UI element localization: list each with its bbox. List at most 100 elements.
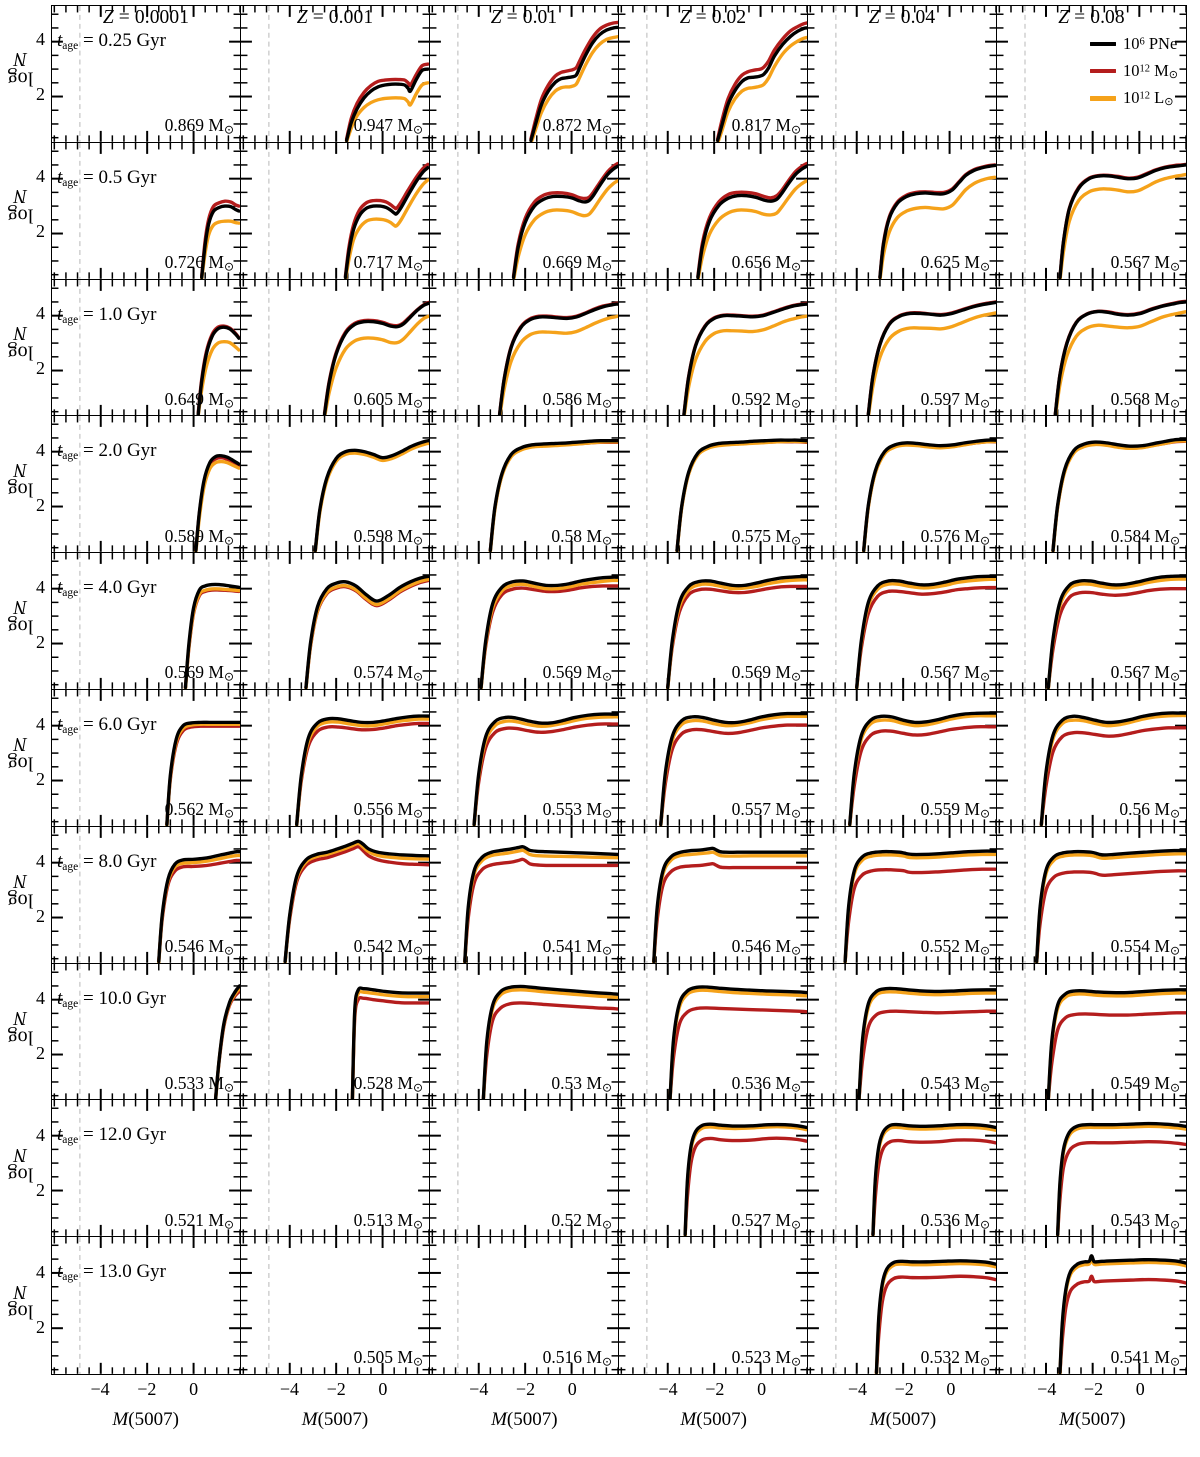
wavelength-text: (5007) [317, 1409, 369, 1430]
curve-1e12-lsun [1058, 1257, 1186, 1374]
curve-1e12-msun [344, 62, 429, 141]
y-axis-label-text: log N [7, 185, 33, 228]
panel-r6-c4: 0.552 M⊙ [808, 826, 997, 964]
curve-1e12-msun [848, 724, 996, 826]
curve-1e6-pne [855, 574, 996, 689]
panel-r9-c0: tage = 13.0 Gyr [52, 1237, 241, 1374]
m-symbol: M [869, 1409, 886, 1430]
log-text: log [7, 67, 33, 90]
x-tick-label-c2-2: 0 [567, 1379, 577, 1399]
m-symbol: M [112, 1409, 129, 1430]
curve-1e6-pne [194, 454, 240, 553]
tick-marks [997, 826, 1186, 963]
curve-1e12-lsun [682, 314, 807, 416]
panel-plot-r2-c0 [52, 279, 240, 416]
y-axis-label-1: log N [0, 185, 42, 226]
panel-r4-c2: 0.569 M⊙ [430, 553, 619, 690]
curve-1e6-pne [1034, 848, 1186, 963]
curve-1e12-lsun [716, 35, 807, 142]
curve-1e12-lsun [343, 178, 429, 279]
curve-1e12-lsun [498, 314, 618, 416]
tick-marks [619, 553, 807, 689]
curve-1e6-pne [652, 846, 807, 963]
panel-plot-r4-c1 [241, 553, 429, 689]
panel-plot-r8-c0 [52, 1100, 240, 1237]
panel-plot-r7-c4 [808, 963, 996, 1100]
panel-plot-r3-c4 [808, 416, 996, 553]
panel-plot-r9-c4 [808, 1237, 996, 1374]
panel-plot-r1-c4 [808, 142, 996, 279]
curve-1e12-msun [463, 857, 618, 963]
tick-marks [52, 826, 240, 963]
x-tick-label-c4-2: 0 [946, 1379, 956, 1399]
y-axis-label-8: log N [0, 1144, 42, 1185]
curve-1e6-pne [866, 300, 996, 416]
curve-1e6-pne [196, 325, 240, 416]
curve-1e12-msun [479, 584, 618, 689]
curve-1e6-pne [479, 575, 618, 689]
curve-1e12-msun [668, 1005, 807, 1100]
curve-1e12-msun [1046, 587, 1186, 689]
panel-r3-c3: 0.575 M⊙ [619, 416, 808, 554]
curve-1e12-lsun [1034, 851, 1186, 963]
panel-r8-c3: 0.527 M⊙ [619, 1100, 808, 1238]
curve-1e6-pne [848, 711, 996, 826]
panel-plot-r9-c5 [997, 1237, 1186, 1374]
curve-1e6-pne [497, 301, 618, 416]
panel-r7-c3: 0.536 M⊙ [619, 963, 808, 1101]
panel-r5-c0: tage = 6.0 Gyr 0.562 M⊙ [52, 690, 241, 827]
curve-1e6-pne [295, 714, 429, 826]
curve-1e12-lsun [1046, 990, 1186, 1100]
x-tick-label-c5-2: 0 [1135, 1379, 1145, 1399]
tick-marks [241, 553, 429, 689]
tick-marks [52, 6, 240, 142]
panel-plot-r8-c4 [808, 1100, 996, 1237]
tick-marks [619, 690, 807, 826]
y-axis-label-text: log N [7, 1281, 33, 1324]
panel-r7-c1: 0.528 M⊙ [241, 963, 430, 1101]
panel-plot-r5-c0 [52, 690, 240, 826]
panel-r6-c0: tage = 8.0 Gyr 0.546 M⊙ [52, 826, 241, 964]
panel-plot-r5-c3 [619, 690, 807, 826]
y-tick-label-r8-1: 2 [36, 1180, 45, 1201]
panel-plot-r7-c0 [52, 963, 240, 1100]
curve-1e6-pne [350, 985, 429, 1100]
curve-1e12-msun [683, 1136, 807, 1237]
panel-plot-r0-c1 [241, 6, 429, 142]
panel-r9-c1: 0.505 M⊙ [241, 1237, 430, 1374]
curve-1e12-lsun [295, 717, 429, 826]
curve-1e6-pne [1058, 1254, 1186, 1374]
panel-plot-r8-c1 [241, 1100, 429, 1237]
panel-plot-r1-c0 [52, 142, 240, 279]
tick-marks [430, 1100, 618, 1237]
panel-r2-c1: 0.605 M⊙ [241, 279, 430, 417]
panel-r3-c1: 0.598 M⊙ [241, 416, 430, 554]
panel-r0-c0: Z = 0.0001 tage = 0.25 Gyr 0.869 M⊙ [52, 6, 241, 143]
x-tick-label-c1-2: 0 [378, 1379, 388, 1399]
panel-r3-c2: 0.58 M⊙ [430, 416, 619, 554]
curve-1e6-pne [165, 720, 240, 826]
panel-plot-r4-c3 [619, 553, 807, 689]
panel-r6-c5: 0.554 M⊙ [997, 826, 1186, 964]
curve-1e12-lsun [196, 339, 240, 416]
panel-plot-r1-c1 [241, 142, 429, 279]
n-symbol: N [13, 184, 27, 207]
panel-r5-c4: 0.559 M⊙ [808, 690, 997, 827]
tick-marks [808, 6, 996, 142]
y-axis-label-2: log N [0, 322, 42, 363]
curve-1e6-pne [472, 712, 618, 826]
panel-r1-c0: tage = 0.5 Gyr 0.726 M⊙ [52, 142, 241, 280]
tick-marks [430, 6, 618, 142]
x-tick-label-c4-1: −2 [894, 1379, 914, 1399]
panel-r2-c3: 0.592 M⊙ [619, 279, 808, 417]
y-axis-label-3: log N [0, 459, 42, 500]
panel-r6-c1: 0.542 M⊙ [241, 826, 430, 964]
curve-1e6-pne [200, 204, 240, 279]
panel-r7-c2: 0.53 M⊙ [430, 963, 619, 1101]
tick-marks [241, 416, 429, 553]
panel-r8-c2: 0.52 M⊙ [430, 1100, 619, 1238]
curve-1e6-pne [843, 849, 996, 963]
panel-r7-c0: tage = 10.0 Gyr 0.533 M⊙ [52, 963, 241, 1101]
curve-1e6-pne [862, 438, 996, 553]
curve-1e12-lsun [529, 35, 618, 142]
